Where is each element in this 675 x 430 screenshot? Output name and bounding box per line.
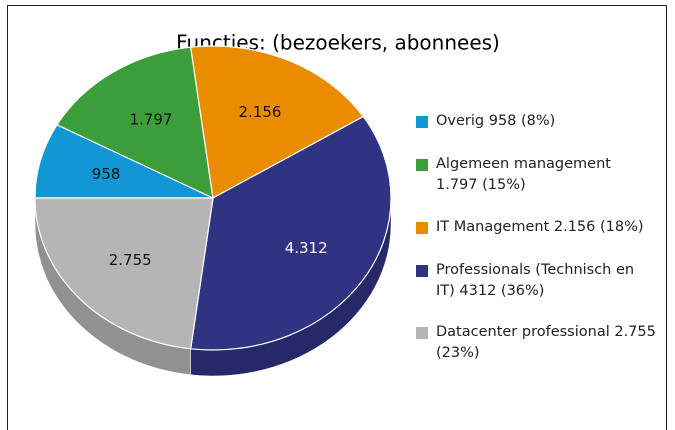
data-label: 958: [92, 165, 121, 183]
legend-item: Professionals (Technisch en IT) 4312 (36…: [416, 260, 656, 302]
legend-swatch: [416, 265, 428, 277]
pie-slice: [34, 197, 214, 350]
legend-swatch: [416, 222, 428, 234]
legend-swatch: [416, 159, 428, 171]
pie-slice: [190, 45, 365, 199]
legend-label: Datacenter professional 2.755 (23%): [436, 324, 656, 361]
data-label: 2.156: [239, 103, 282, 121]
pie-slice: [34, 124, 214, 199]
pie-slice: [190, 115, 392, 351]
legend-item: Overig 958 (8%): [416, 111, 656, 132]
legend-label: IT Management 2.156 (18%): [436, 219, 644, 235]
data-label: 1.797: [129, 111, 172, 129]
legend-swatch: [416, 327, 428, 339]
legend-label: Overig 958 (8%): [436, 113, 556, 129]
legend-item: IT Management 2.156 (18%): [416, 217, 656, 238]
data-label: 4.312: [285, 239, 328, 257]
legend-swatch: [416, 116, 428, 128]
pie-slice: [56, 46, 214, 200]
data-label: 2.755: [109, 251, 152, 269]
legend-label: Professionals (Technisch en IT) 4312 (36…: [436, 262, 635, 299]
legend-item: Datacenter professional 2.755 (23%): [416, 322, 656, 364]
legend-item: Algemeen management 1.797 (15%): [416, 154, 656, 196]
legend-label: Algemeen management 1.797 (15%): [436, 156, 611, 193]
frame: [7, 5, 667, 430]
